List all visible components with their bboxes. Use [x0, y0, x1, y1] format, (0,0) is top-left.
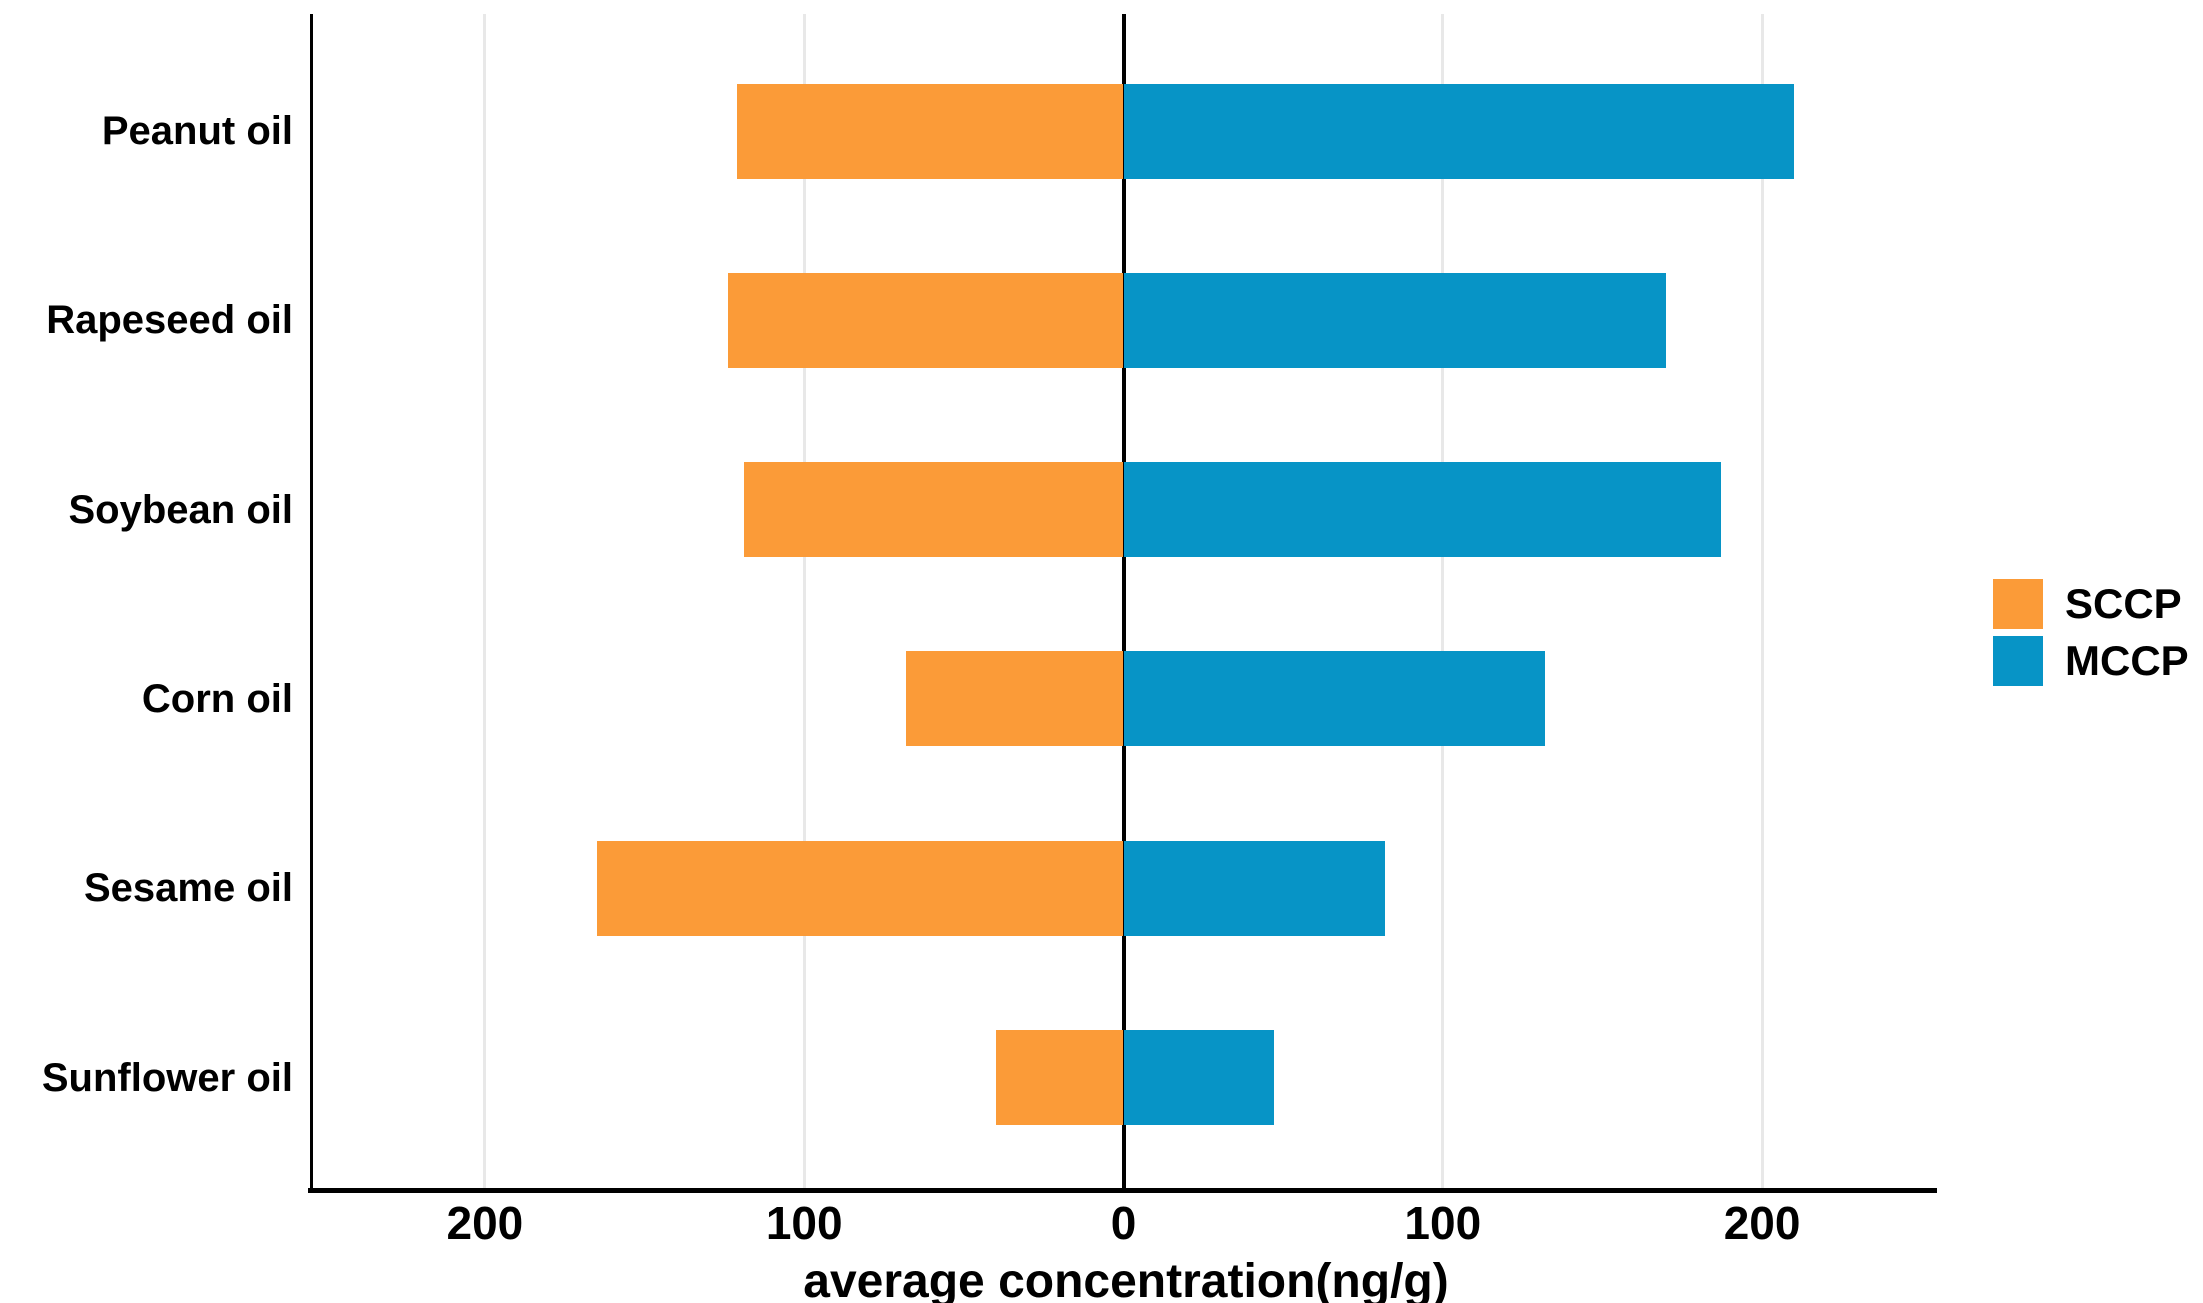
- legend-swatch-sccp: [1993, 579, 2043, 629]
- x-tick-label--100: 100: [765, 1197, 843, 1249]
- x-axis-spine: [308, 1188, 1937, 1193]
- bar-mccp-sesame-oil: [1123, 840, 1386, 936]
- bar-mccp-corn-oil: [1123, 651, 1545, 747]
- bar-sccp-sesame-oil: [596, 840, 1124, 936]
- bar-mccp-peanut-oil: [1123, 83, 1795, 179]
- category-label-corn-oil: Corn oil: [141, 676, 293, 721]
- bar-mccp-rapeseed-oil: [1123, 272, 1667, 368]
- legend-swatch-mccp: [1993, 636, 2043, 686]
- legend-label-mccp: MCCP: [2065, 637, 2189, 684]
- bar-mccp-sunflower-oil: [1123, 1030, 1274, 1125]
- gridline-100: [1441, 14, 1445, 1188]
- zero-baseline: [1121, 14, 1126, 1188]
- category-label-peanut-oil: Peanut oil: [101, 109, 293, 153]
- category-label-rapeseed-oil: Rapeseed oil: [46, 298, 293, 343]
- bar-mccp-soybean-oil: [1123, 462, 1721, 558]
- category-label-soybean-oil: Soybean oil: [68, 487, 294, 532]
- legend-item-mccp: MCCP: [1993, 636, 2189, 686]
- legend-item-sccp: SCCP: [1993, 579, 2182, 629]
- y-axis-spine: [310, 14, 313, 1193]
- x-tick-label-100: 100: [1404, 1197, 1482, 1249]
- category-label-sesame-oil: Sesame oil: [83, 866, 293, 911]
- category-label-sunflower-oil: Sunflower oil: [41, 1055, 293, 1100]
- bar-sccp-sunflower-oil: [995, 1030, 1124, 1125]
- bar-sccp-corn-oil: [906, 651, 1124, 747]
- x-tick-label-200: 200: [1723, 1197, 1801, 1249]
- bar-sccp-rapeseed-oil: [727, 272, 1124, 368]
- x-tick-label--200: 200: [446, 1197, 524, 1249]
- gridline--200: [483, 14, 487, 1188]
- x-axis-title: average concentration(ng/g): [803, 1255, 1449, 1303]
- bar-sccp-soybean-oil: [743, 462, 1124, 558]
- gridline-200: [1760, 14, 1764, 1188]
- bar-sccp-peanut-oil: [737, 83, 1124, 179]
- legend-label-sccp: SCCP: [2065, 580, 2182, 627]
- gridline--100: [802, 14, 806, 1188]
- x-tick-label-0: 0: [1110, 1197, 1137, 1249]
